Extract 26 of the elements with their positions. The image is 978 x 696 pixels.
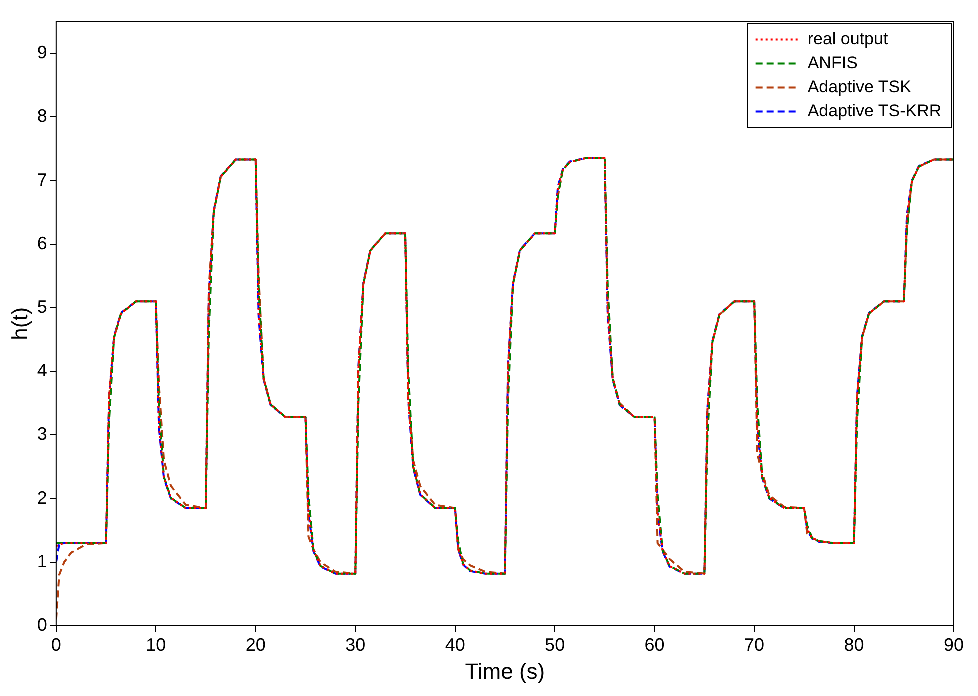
x-tick-label: 60 [644, 634, 665, 655]
y-tick-label: 5 [37, 296, 48, 317]
y-tick-label: 1 [37, 551, 48, 572]
y-tick-label: 0 [37, 614, 48, 635]
x-tick-label: 20 [246, 634, 266, 655]
y-tick-label: 9 [37, 42, 48, 63]
x-tick-label: 90 [944, 634, 964, 655]
legend-label: Adaptive TS-KRR [808, 101, 942, 120]
y-tick-label: 3 [37, 424, 48, 444]
x-tick-label: 30 [346, 634, 366, 655]
legend-label: ANFIS [808, 53, 858, 72]
x-axis-title: Time (s) [465, 658, 546, 684]
x-tick-label: 70 [744, 634, 765, 655]
y-tick-label: 7 [37, 170, 48, 190]
y-axis-title: h(t) [7, 307, 32, 340]
x-tick-label: 40 [445, 634, 466, 655]
x-tick-label: 50 [545, 634, 566, 655]
y-tick-label: 2 [37, 488, 48, 508]
x-tick-label: 80 [844, 634, 864, 655]
y-tick-label: 8 [37, 106, 48, 126]
y-tick-label: 4 [37, 360, 48, 381]
x-tick-label: 10 [146, 634, 166, 655]
legend-label: real output [808, 29, 888, 48]
x-tick-label: 0 [51, 634, 62, 655]
legend-label: Adaptive TSK [808, 77, 912, 96]
y-tick-label: 6 [37, 233, 48, 254]
